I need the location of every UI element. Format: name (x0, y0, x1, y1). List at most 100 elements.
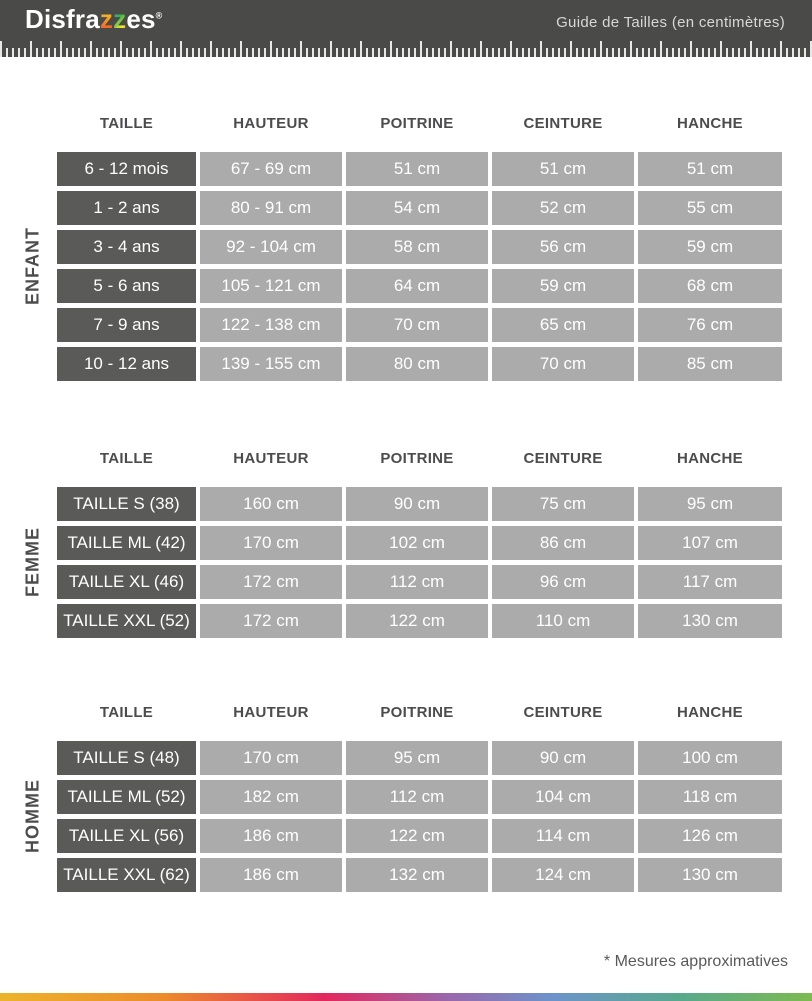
page-title: Guide de Tailles (en centimètres) (556, 14, 785, 31)
measure-cell: 130 cm (638, 604, 782, 638)
ruler-tick (522, 48, 524, 57)
measure-cell: 95 cm (346, 741, 488, 775)
measure-cell: 67 - 69 cm (200, 152, 342, 186)
measure-cell: 139 - 155 cm (200, 347, 342, 381)
measure-cell: 58 cm (346, 230, 488, 264)
ruler-tick (492, 48, 494, 57)
ruler-tick (312, 48, 314, 57)
measure-cell: 96 cm (492, 565, 634, 599)
ruler-tick (744, 48, 746, 57)
ruler-tick (468, 48, 470, 57)
ruler-tick (696, 48, 698, 57)
ruler-tick (402, 48, 404, 57)
ruler-tick (114, 48, 116, 57)
measure-cell: 186 cm (200, 858, 342, 892)
column-header: TAILLE (99, 704, 154, 721)
measure-cell: 114 cm (492, 819, 634, 853)
ruler-tick (570, 41, 572, 57)
ruler-tick (54, 48, 56, 57)
size-label-cell: TAILLE ML (52) (57, 780, 196, 814)
ruler-tick (66, 48, 68, 57)
measure-cell: 59 cm (492, 269, 634, 303)
ruler-tick (594, 48, 596, 57)
ruler-tick (276, 48, 278, 57)
ruler-tick (198, 48, 200, 57)
logo-text-suffix: es (126, 4, 156, 34)
ruler-tick (624, 48, 626, 57)
ruler-tick (108, 48, 110, 57)
column-header: HANCHE (677, 115, 743, 132)
measure-cell: 64 cm (346, 269, 488, 303)
ruler-tick (366, 48, 368, 57)
size-label-cell: TAILLE XXL (62) (57, 858, 196, 892)
measure-cell: 86 cm (492, 526, 634, 560)
measure-cell: 92 - 104 cm (200, 230, 342, 264)
ruler-tick (480, 41, 482, 57)
ruler-tick (630, 41, 632, 57)
ruler-tick (786, 48, 788, 57)
measure-cell: 90 cm (346, 487, 488, 521)
column-headers: TAILLE HAUTEUR POITRINE CEINTURE HANCHE (57, 447, 786, 471)
measure-cell: 104 cm (492, 780, 634, 814)
measure-cell: 51 cm (492, 152, 634, 186)
ruler-tick (138, 48, 140, 57)
ruler-tick (78, 48, 80, 57)
ruler-tick (726, 48, 728, 57)
ruler-tick (120, 41, 122, 57)
ruler-tick (258, 48, 260, 57)
ruler-tick (300, 41, 302, 57)
ruler-tick (246, 48, 248, 57)
column-header: CEINTURE (523, 450, 603, 467)
ruler-tick (30, 41, 32, 57)
ruler-tick (780, 41, 782, 57)
ruler-tick (72, 48, 74, 57)
measure-cell: 80 cm (346, 347, 488, 381)
column-header: HANCHE (677, 704, 743, 721)
measure-cell: 186 cm (200, 819, 342, 853)
measure-cell: 105 - 121 cm (200, 269, 342, 303)
measure-cell: 112 cm (346, 780, 488, 814)
ruler-tick (660, 41, 662, 57)
ruler-tick (762, 48, 764, 57)
ruler-tick (558, 48, 560, 57)
ruler-tick (222, 48, 224, 57)
ruler-tick (612, 48, 614, 57)
ruler-tick (684, 48, 686, 57)
ruler-tick (240, 41, 242, 57)
measure-cell: 95 cm (638, 487, 782, 521)
ruler-tick (210, 41, 212, 57)
ruler-tick (384, 48, 386, 57)
section-enfant: ENFANT TAILLE HAUTEUR POITRINE CEINTURE HANC… (23, 112, 786, 381)
ruler-tick (576, 48, 578, 57)
ruler-tick (186, 48, 188, 57)
ruler-tick (0, 41, 2, 57)
size-label-cell: 1 - 2 ans (57, 191, 196, 225)
size-label-cell: 3 - 4 ans (57, 230, 196, 264)
size-label-cell: 6 - 12 mois (57, 152, 196, 186)
ruler-tick (474, 48, 476, 57)
column-headers: TAILLE HAUTEUR POITRINE CEINTURE HANCHE (57, 112, 786, 136)
ruler-tick (420, 41, 422, 57)
header-bar: Disfrazzes® Guide de Tailles (en centimè… (0, 0, 812, 57)
column-header: POITRINE (380, 704, 454, 721)
ruler-tick (732, 48, 734, 57)
ruler-tick (636, 48, 638, 57)
column-header: TAILLE (99, 450, 154, 467)
section-label-homme: HOMME (22, 779, 43, 854)
measure-cell: 80 - 91 cm (200, 191, 342, 225)
ruler-tick (270, 41, 272, 57)
ruler-tick (456, 48, 458, 57)
ruler-tick (720, 41, 722, 57)
ruler-tick (504, 48, 506, 57)
ruler-tick (588, 48, 590, 57)
size-label-cell: 5 - 6 ans (57, 269, 196, 303)
ruler-tick (216, 48, 218, 57)
measure-cell: 68 cm (638, 269, 782, 303)
measure-cell: 65 cm (492, 308, 634, 342)
measure-cell: 160 cm (200, 487, 342, 521)
measure-cell: 170 cm (200, 741, 342, 775)
ruler-tick (102, 48, 104, 57)
ruler-tick (486, 48, 488, 57)
ruler-tick (24, 48, 26, 57)
ruler-tick (408, 48, 410, 57)
